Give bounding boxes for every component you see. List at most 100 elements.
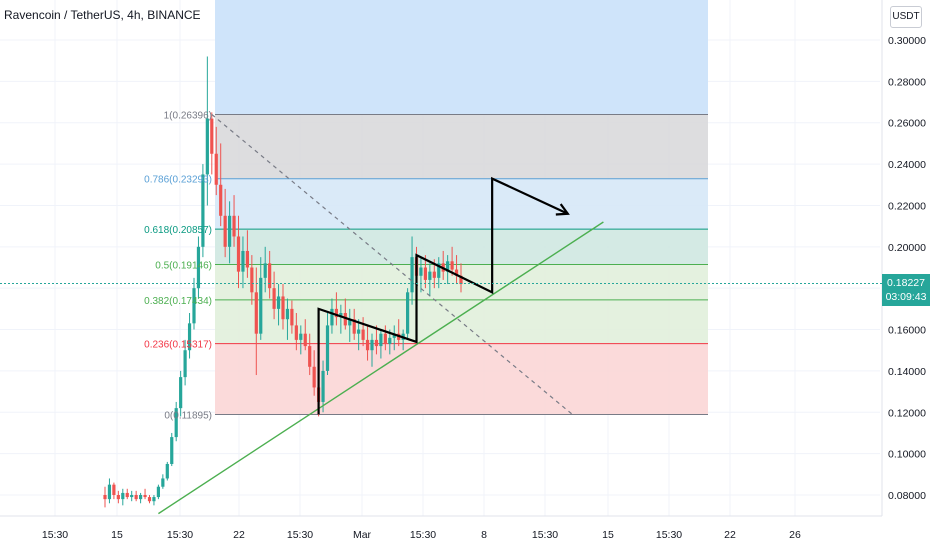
candle-body [187,323,192,351]
candle-body [312,366,316,388]
candle-body [214,153,218,185]
currency-unit-button[interactable]: USDT [890,6,922,28]
candle-body [192,288,196,324]
candle-body [196,246,201,289]
fib-level-label: 0.618(0.20857) [144,225,212,236]
candle-body [245,250,249,268]
candle-body [219,184,223,216]
candle-body [143,495,147,498]
drawings [158,113,604,515]
candle-body [147,497,152,502]
candle-body [205,118,209,175]
time-axis[interactable]: 15:30 15 15:30 22 15:30 Mar 15:30 8 15:30 15 15:30… [0,515,882,541]
candle-body [339,313,343,318]
candle-body [303,333,307,347]
candle-body [241,250,245,272]
time-tick-label: 15 [602,529,614,541]
candle-body [459,275,463,285]
candle-body [437,263,441,278]
candle-body [250,267,254,293]
candle-body [294,325,298,340]
candle-body [156,486,160,498]
price-tick-label: 0.14000 [888,366,926,378]
fib-labels: 1(0.26396) 0.786(0.23293) 0.618(0.20857) 0.… [144,111,212,422]
candle-body [161,478,165,487]
candle-body [419,267,423,276]
candle-body [334,308,338,318]
time-tick-label: 15 [111,529,123,541]
candle-body [130,495,134,498]
candle-body [179,377,183,409]
candle-body [228,215,232,247]
price-tick-label: 0.24000 [888,159,926,171]
candle-body [165,463,169,479]
price-tick-label: 0.28000 [888,76,926,88]
candle-body [423,267,427,280]
fib-level-label: 0.382(0.17434) [144,296,212,307]
price-tick-label: 0.26000 [888,118,926,130]
candle-body [272,288,276,309]
projection-path [317,176,569,415]
candle-body [383,333,387,345]
time-tick-label: Mar [353,529,372,541]
time-tick-label: 26 [789,529,801,541]
candle-body [299,333,303,340]
candle-body [107,484,112,500]
bar-countdown: 03:09:43 [885,291,927,303]
candle-body [121,492,125,500]
candle-body [281,296,285,320]
fib-zone [215,343,708,415]
fib-zone [215,178,708,230]
candle-body [392,333,396,338]
candle-body [103,495,107,500]
candle-body [285,308,290,320]
time-tick-label: 15:30 [287,529,313,541]
time-tick-label: 15:30 [532,529,558,541]
candle-body [388,337,392,345]
candle-body [183,350,187,378]
candle-body [410,257,414,293]
candle-body [276,296,281,309]
candle-body [268,263,272,289]
candle-body [348,319,352,326]
candle-body [263,263,267,278]
candle-body [454,269,459,276]
candle-body [254,292,258,334]
candle-body [116,495,120,500]
fib-zone [215,114,708,179]
time-tick-label: 15:30 [167,529,193,541]
symbol-title[interactable]: Ravencoin / TetherUS, 4h, BINANCE [4,8,201,22]
candle-body [223,215,227,247]
fib-level-label: 0.786(0.23293) [144,175,212,186]
candle-body [321,370,325,402]
candle-body [259,277,263,334]
candle-body [357,329,361,334]
last-price-value: 0.18227 [887,277,925,289]
candle-body [406,292,410,334]
candle-body [352,319,356,334]
price-axis[interactable]: 0.30000 0.28000 0.26000 0.24000 0.22000 0.200… [0,0,926,516]
price-tick-label: 0.12000 [888,407,926,419]
rising-trendline [158,221,604,515]
price-tick-label: 0.20000 [888,242,926,254]
candle-body [232,215,236,237]
candle-body [170,437,174,464]
projection-arrowhead [555,203,570,216]
candle-body [361,329,365,340]
candle-body [330,308,334,326]
candle-body [308,346,312,367]
candle-body [139,495,143,500]
candle-body [152,497,156,502]
candle-body [236,236,241,272]
fib-retracement-zones [215,0,708,415]
target-zone [215,0,708,115]
candle-body [374,339,379,347]
fib-zone [215,299,708,344]
fib-zone [215,229,708,265]
candle-body [450,261,454,270]
candle-body [370,339,374,351]
time-tick-label: 8 [481,529,487,541]
candle-body [432,271,436,278]
fib-level-label: 0(0.11895) [164,410,212,421]
